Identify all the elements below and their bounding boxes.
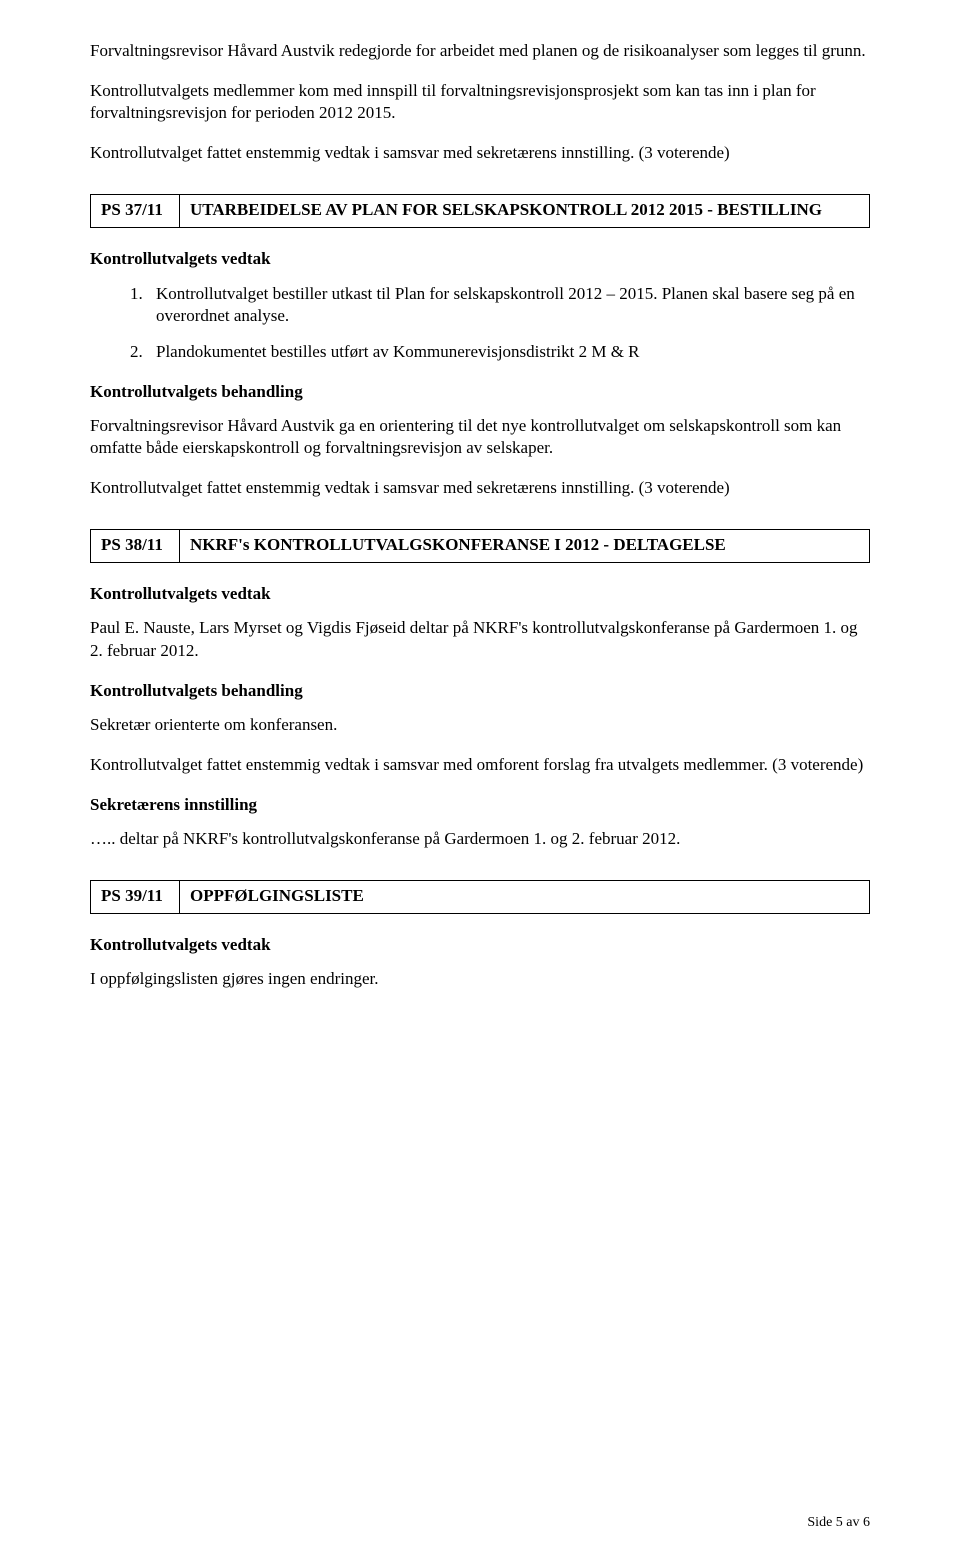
- vedtak-paragraph: Paul E. Nauste, Lars Myrset og Vigdis Fj…: [90, 617, 870, 661]
- case-title: NKRF's KONTROLLUTVALGSKONFERANSE I 2012 …: [180, 529, 870, 563]
- behandling-heading: Kontrollutvalgets behandling: [90, 680, 870, 702]
- vedtak-paragraph: I oppfølgingslisten gjøres ingen endring…: [90, 968, 870, 990]
- case-title: OPPFØLGINGSLISTE: [180, 880, 870, 914]
- page-footer: Side 5 av 6: [807, 1514, 870, 1532]
- intro-paragraph-3: Kontrollutvalget fattet enstemmig vedtak…: [90, 142, 870, 164]
- vedtak-list: 1. Kontrollutvalget bestiller utkast til…: [90, 283, 870, 363]
- behandling-paragraph: Kontrollutvalget fattet enstemmig vedtak…: [90, 754, 870, 776]
- behandling-paragraph: Sekretær orienterte om konferansen.: [90, 714, 870, 736]
- innstilling-heading: Sekretærens innstilling: [90, 794, 870, 816]
- innstilling-paragraph: ….. deltar på NKRF's kontrollutvalgskonf…: [90, 828, 870, 850]
- case-code: PS 38/11: [90, 529, 180, 563]
- list-text: Plandokumentet bestilles utført av Kommu…: [156, 341, 870, 363]
- behandling-paragraph-2: Kontrollutvalget fattet enstemmig vedtak…: [90, 477, 870, 499]
- behandling-heading: Kontrollutvalgets behandling: [90, 381, 870, 403]
- case-header-38: PS 38/11 NKRF's KONTROLLUTVALGSKONFERANS…: [90, 529, 870, 563]
- case-header-39: PS 39/11 OPPFØLGINGSLISTE: [90, 880, 870, 914]
- vedtak-heading: Kontrollutvalgets vedtak: [90, 934, 870, 956]
- case-code: PS 37/11: [90, 194, 180, 228]
- list-item: 2. Plandokumentet bestilles utført av Ko…: [130, 341, 870, 363]
- list-text: Kontrollutvalget bestiller utkast til Pl…: [156, 283, 870, 327]
- intro-paragraph-1: Forvaltningsrevisor Håvard Austvik redeg…: [90, 40, 870, 62]
- vedtak-heading: Kontrollutvalgets vedtak: [90, 583, 870, 605]
- case-header-37: PS 37/11 UTARBEIDELSE AV PLAN FOR SELSKA…: [90, 194, 870, 228]
- case-code: PS 39/11: [90, 880, 180, 914]
- list-item: 1. Kontrollutvalget bestiller utkast til…: [130, 283, 870, 327]
- behandling-paragraph-1: Forvaltningsrevisor Håvard Austvik ga en…: [90, 415, 870, 459]
- vedtak-heading: Kontrollutvalgets vedtak: [90, 248, 870, 270]
- list-number: 1.: [130, 283, 152, 327]
- page: Forvaltningsrevisor Håvard Austvik redeg…: [0, 0, 960, 1560]
- intro-paragraph-2: Kontrollutvalgets medlemmer kom med inns…: [90, 80, 870, 124]
- list-number: 2.: [130, 341, 152, 363]
- case-title: UTARBEIDELSE AV PLAN FOR SELSKAPSKONTROL…: [180, 194, 870, 228]
